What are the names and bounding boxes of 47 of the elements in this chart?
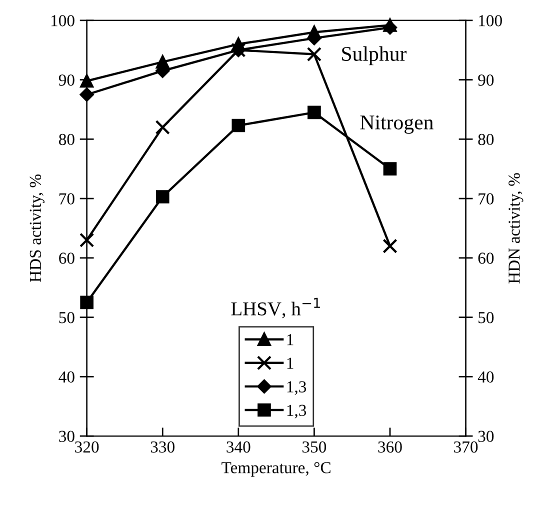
legend-label: 1 (287, 358, 294, 369)
y-tick-label: 50 (59, 312, 74, 324)
point (382, 238, 398, 254)
point (232, 37, 246, 51)
point (80, 88, 94, 102)
point (80, 296, 94, 310)
point (155, 120, 170, 135)
y-tick-label: 70 (59, 193, 74, 204)
point (80, 74, 94, 88)
annotation: Sulphur (342, 46, 407, 66)
y2-axis-title: HDN activity, % (508, 173, 524, 284)
annotation: Nitrogen (360, 115, 434, 134)
point (306, 46, 322, 62)
point (383, 18, 397, 32)
legend-label: 1,3 (287, 381, 306, 395)
point (308, 106, 321, 120)
y2-tick-label: 80 (478, 134, 494, 146)
x-tick-label: 320 (75, 441, 99, 453)
point (79, 232, 94, 248)
x-tick-label: 340 (226, 441, 250, 453)
x-tick-label: 360 (378, 441, 402, 453)
y2-tick-label: 70 (478, 193, 494, 204)
point (156, 55, 170, 69)
y-tick-label: 60 (59, 252, 74, 264)
point (156, 190, 170, 204)
y2-tick-label: 90 (478, 74, 494, 86)
x-tick-label: 370 (454, 441, 478, 453)
y-tick-label: 30 (59, 430, 74, 442)
y2-tick-label: 60 (478, 252, 494, 264)
y2-tick-label: 50 (478, 312, 494, 324)
y-tick-label: 90 (58, 74, 74, 86)
point (383, 162, 397, 176)
legend-title: LHSV, h$^{−1}$ (231, 298, 320, 318)
legend-label: 1 (287, 334, 294, 346)
x-tick-label: 330 (150, 441, 174, 453)
y-tick-label: 80 (58, 134, 74, 146)
y-tick-label: 40 (58, 371, 74, 383)
y2-tick-label: 100 (479, 15, 502, 26)
y-tick-label: 100 (51, 15, 74, 26)
point (232, 118, 246, 132)
legend-label: 1,3 (287, 404, 306, 418)
point (308, 26, 321, 39)
y2-tick-label: 40 (478, 371, 494, 383)
y2-tick-label: 30 (478, 430, 494, 442)
x-axis-title: Temperature, °C (222, 462, 330, 477)
y-axis-title: HDS activity, % (30, 174, 44, 282)
x-tick-label: 350 (302, 441, 326, 453)
